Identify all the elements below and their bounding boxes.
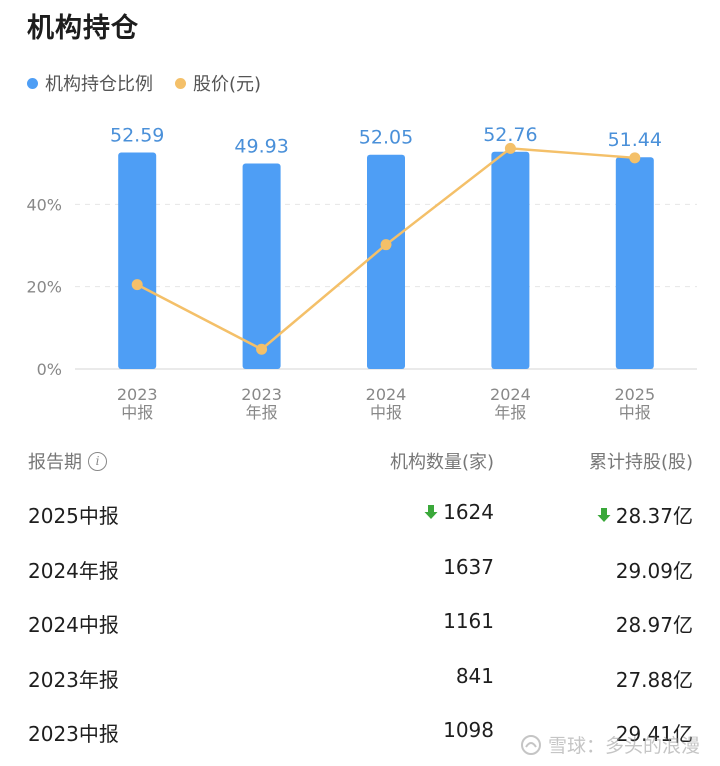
row-shares-value: 29.41亿 <box>615 722 693 746</box>
bar-value-label: 52.59 <box>110 125 164 147</box>
y-tick-label: 40% <box>26 195 62 214</box>
row-period: 2023中报 <box>28 722 119 746</box>
holdings-table: 报告期 i 机构数量(家) 累计持股(股) 2025中报 1624 28.37亿 20… <box>0 440 720 755</box>
x-tick-label-period: 年报 <box>246 403 278 422</box>
bar <box>367 154 405 369</box>
holdings-chart: 0%20%40%52.59 49.93 52.05 52.76 51.442023中报2… <box>26 124 697 422</box>
price-point <box>504 142 516 154</box>
bar <box>615 157 654 369</box>
bar <box>242 163 281 369</box>
price-point <box>131 279 143 291</box>
x-tick-label-period: 中报 <box>121 403 153 422</box>
row-shares: 27.88亿 <box>616 664 693 693</box>
row-count: 1161 <box>443 609 494 633</box>
header-count: 机构数量(家) <box>389 452 494 473</box>
bar-value-label: 52.05 <box>359 127 413 149</box>
table-body: 2025中报 1624 28.37亿 2024年报 1637 29.09亿 2024中报 11… <box>0 482 720 755</box>
table-row[interactable]: 2024中报 1161 28.97亿 <box>0 591 720 646</box>
x-tick-label-year: 2024 <box>366 385 407 404</box>
bar-value-label: 49.93 <box>234 135 288 157</box>
info-icon[interactable]: i <box>88 451 107 471</box>
row-period: 2024中报 <box>28 613 119 637</box>
row-count: 1624 <box>424 500 494 524</box>
bar <box>491 151 530 369</box>
y-tick-label: 0% <box>37 360 62 379</box>
bar-value-label: 52.76 <box>483 124 537 146</box>
row-count-value: 1637 <box>443 554 494 579</box>
row-period: 2025中报 <box>28 504 119 528</box>
row-shares-value: 29.09亿 <box>615 558 693 583</box>
header-shares: 累计持股(股) <box>588 452 693 473</box>
x-tick-label-year: 2023 <box>241 385 282 404</box>
price-point <box>256 343 268 355</box>
chart-legend: 机构持仓比例 股价(元) <box>27 70 283 96</box>
y-tick-label: 20% <box>26 278 62 297</box>
watermark: 雪球：多头的浪漫 <box>520 731 700 758</box>
legend-item-holding-ratio[interactable]: 机构持仓比例 <box>27 70 153 96</box>
bar-value-label: 51.44 <box>608 129 662 151</box>
table-row[interactable]: 2025中报 1624 28.37亿 <box>0 482 720 537</box>
row-shares: 28.37亿 <box>597 500 693 529</box>
price-point <box>380 239 392 251</box>
bar <box>118 152 157 369</box>
x-tick-label-year: 2023 <box>117 385 158 404</box>
page-title: 机构持仓 <box>27 13 139 44</box>
row-count: 1637 <box>443 555 494 579</box>
row-count: 841 <box>456 664 494 688</box>
row-count-value: 1098 <box>443 718 494 742</box>
table-header: 报告期 i 机构数量(家) 累计持股(股) <box>0 440 720 482</box>
header-period: 报告期 i <box>28 448 107 474</box>
down-arrow-icon <box>424 505 438 519</box>
legend-dot-holding-ratio <box>27 77 38 89</box>
watermark-text: 雪球：多头的浪漫 <box>547 735 700 757</box>
row-shares-value: 27.88亿 <box>615 667 693 692</box>
legend-item-stock-price[interactable]: 股价(元) <box>175 70 261 96</box>
row-period: 2023年报 <box>28 667 119 692</box>
table-row[interactable]: 2024年报 1637 29.09亿 <box>0 537 720 592</box>
row-count-value: 1624 <box>443 500 494 524</box>
header-period-label: 报告期 <box>28 452 82 473</box>
table-row[interactable]: 2023中报 1098 29.41亿 <box>0 700 720 755</box>
row-count-value: 841 <box>455 663 494 688</box>
x-tick-label-year: 2025 <box>614 385 655 404</box>
table-row[interactable]: 2023年报 841 27.88亿 <box>0 646 720 701</box>
row-count: 1098 <box>443 718 494 742</box>
x-tick-label-period: 中报 <box>619 403 651 422</box>
row-shares-value: 28.37亿 <box>615 504 693 528</box>
row-shares: 28.97亿 <box>616 609 693 638</box>
row-shares: 29.09亿 <box>616 555 693 584</box>
price-point <box>629 152 641 164</box>
x-tick-label-year: 2024 <box>490 385 531 404</box>
row-shares: 29.41亿 <box>616 718 693 747</box>
x-tick-label-period: 中报 <box>370 403 402 422</box>
legend-dot-stock-price <box>175 77 186 89</box>
legend-label-stock-price: 股价(元) <box>193 74 262 95</box>
down-arrow-icon <box>597 507 611 522</box>
row-shares-value: 28.97亿 <box>615 613 693 637</box>
row-period: 2024年报 <box>28 558 119 583</box>
row-count-value: 1161 <box>443 609 494 633</box>
legend-label-holding-ratio: 机构持仓比例 <box>45 74 153 95</box>
x-tick-label-period: 年报 <box>494 403 526 422</box>
snowball-logo-icon <box>520 734 541 755</box>
